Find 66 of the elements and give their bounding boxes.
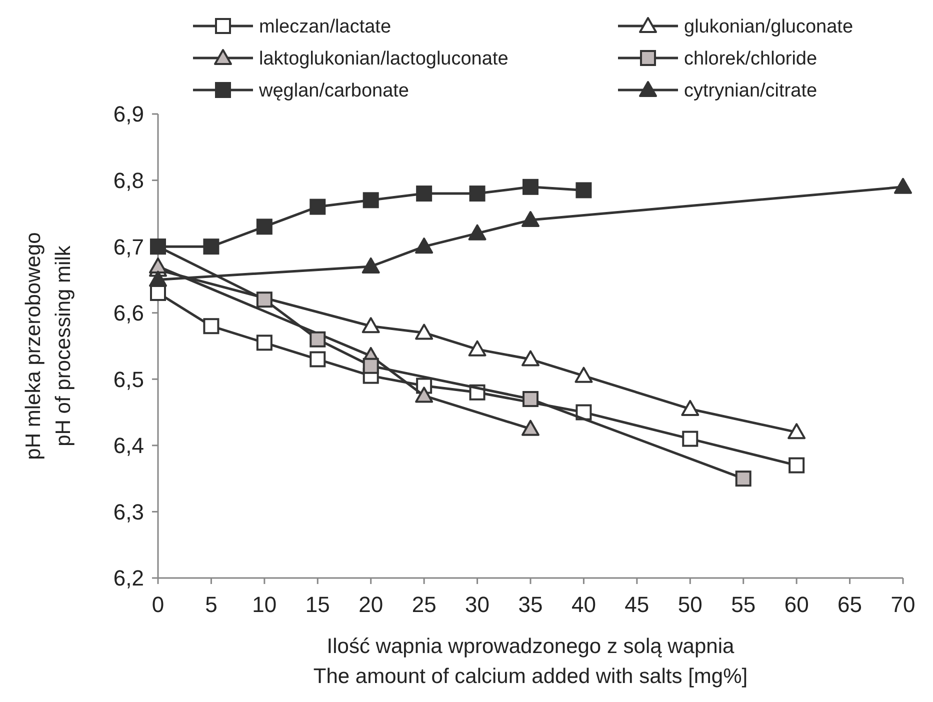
y-tick-label: 6,4	[113, 433, 144, 458]
x-tick-label: 70	[890, 592, 916, 617]
point	[682, 430, 698, 447]
point	[310, 198, 326, 215]
point	[256, 334, 272, 351]
x-tick-label: 5	[205, 592, 218, 617]
x-tick-label: 20	[358, 592, 384, 617]
legend-label: laktoglukonian/lactogluconate	[259, 48, 508, 70]
point	[362, 257, 380, 274]
y-tick-label: 6,9	[113, 102, 144, 127]
point	[469, 186, 486, 202]
x-tick-label: 40	[571, 592, 596, 617]
point	[415, 324, 434, 340]
y-tick-label: 6,6	[113, 300, 144, 326]
point	[362, 358, 379, 374]
point	[522, 350, 540, 366]
legend-label: chlorek/chloride	[684, 48, 818, 70]
point	[203, 318, 220, 334]
point	[574, 366, 593, 383]
point	[203, 238, 220, 255]
x-tick-label: 55	[731, 592, 756, 617]
point	[362, 317, 380, 334]
point	[681, 400, 700, 416]
point	[256, 218, 272, 235]
point	[416, 186, 432, 202]
x-tick-label: 65	[838, 592, 862, 617]
point	[149, 257, 167, 274]
x-axis-title: Ilość wapnia wprowadzonego z solą wapnia The amount of calcium added with salts [mg%]	[313, 635, 748, 688]
x-tick-label: 60	[784, 592, 809, 617]
point	[256, 292, 272, 308]
point	[735, 470, 752, 487]
point	[522, 178, 538, 195]
point	[415, 238, 434, 254]
y-axis-title: pH mleka przerobowego pH of processing milk	[22, 232, 75, 460]
point	[522, 391, 538, 408]
legend-label: węglan/carbonate	[258, 80, 409, 102]
point	[788, 457, 805, 474]
point	[149, 270, 167, 287]
y-tick-label: 6,5	[113, 366, 144, 392]
y-tick-label: 6,8	[113, 168, 144, 193]
point	[894, 178, 912, 194]
point	[362, 192, 379, 208]
x-tick-label: 25	[412, 592, 436, 617]
y-tick-label: 6,3	[113, 499, 144, 524]
point	[310, 331, 326, 348]
x-tick-label: 35	[518, 592, 543, 617]
legend-label: cytrynian/citrate	[684, 80, 818, 102]
point	[788, 423, 806, 440]
legend-label: mleczan/lactate	[259, 16, 392, 38]
y-tick-label: 6,2	[113, 566, 144, 591]
point	[310, 351, 326, 368]
point	[468, 340, 486, 356]
point	[150, 284, 166, 301]
point	[522, 420, 540, 436]
x-tick-label: 15	[305, 592, 330, 617]
x-tick-label: 50	[678, 592, 702, 617]
x-tick-label: 30	[465, 592, 490, 617]
point	[522, 211, 540, 228]
point	[468, 224, 486, 240]
x-tick-label: 45	[624, 592, 650, 617]
y-tick-label: 6,7	[113, 234, 144, 260]
legend-label: glukonian/gluconate	[684, 16, 854, 38]
x-tick-label: 10	[252, 592, 277, 617]
x-tick-label: 0	[152, 592, 164, 617]
point	[415, 386, 434, 403]
point	[576, 182, 592, 198]
